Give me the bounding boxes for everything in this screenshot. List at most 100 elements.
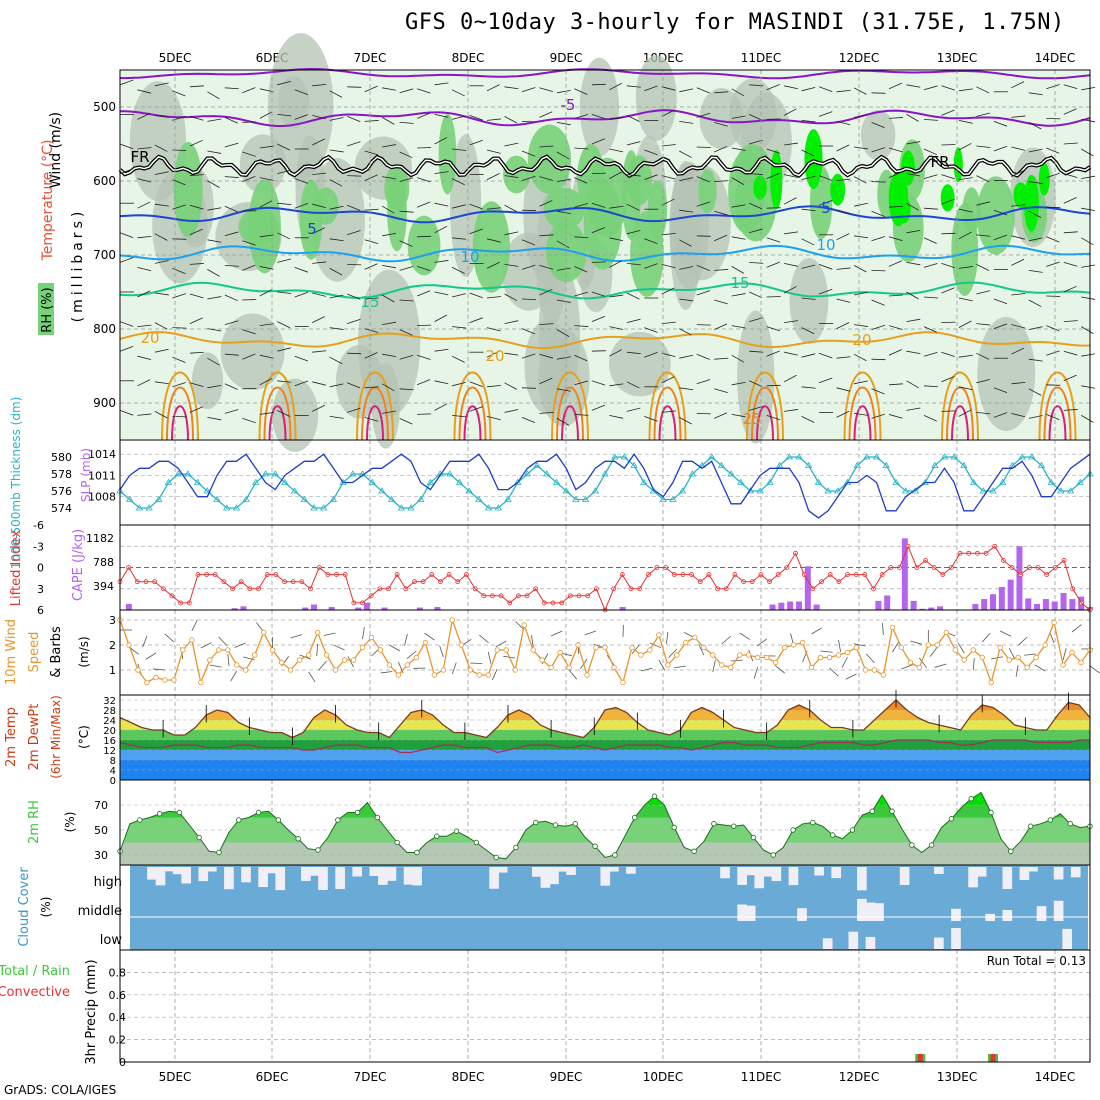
thickness-line-marker xyxy=(1066,487,1075,494)
wind10m-line-marker xyxy=(216,647,222,653)
rh2m-marker xyxy=(711,821,717,827)
thickness-line-marker xyxy=(533,461,541,468)
wind-barb xyxy=(696,353,710,360)
wind-barb xyxy=(958,409,972,417)
wind10m-line-marker xyxy=(548,664,554,671)
isotherm-loop xyxy=(356,371,394,441)
wind10m-barb xyxy=(531,635,534,648)
wind-barb xyxy=(836,410,850,418)
wind10m-line-marker xyxy=(952,647,958,653)
cloud-gap xyxy=(848,931,859,949)
wind-barb xyxy=(242,240,256,246)
wind10m-barb xyxy=(209,664,222,668)
wind-barb xyxy=(1081,296,1096,300)
wind10m-line-marker xyxy=(826,654,833,661)
thickness-line-marker xyxy=(659,495,667,502)
wind-barb xyxy=(312,115,326,120)
wind-barb xyxy=(1081,264,1096,268)
wind-barb xyxy=(137,235,152,239)
wind-barb xyxy=(609,383,624,387)
wind-barb xyxy=(119,143,134,150)
wind-barb xyxy=(818,288,833,295)
wind-barb xyxy=(119,410,134,416)
wind-barb xyxy=(329,205,344,210)
wind-barb xyxy=(382,176,397,180)
wind-barb xyxy=(958,231,972,240)
wind-barb xyxy=(469,228,483,235)
wind10m-line-marker xyxy=(305,652,312,658)
wind10m-line-marker xyxy=(970,647,976,653)
cloud-gap xyxy=(181,867,191,884)
cloud-gap xyxy=(557,867,568,872)
wind-barb xyxy=(312,172,327,175)
rh-grey-blob xyxy=(357,269,421,417)
wind10m-barb xyxy=(972,658,975,671)
wind-barb xyxy=(486,350,500,358)
wind-barb xyxy=(154,82,169,87)
wind10m-line-marker xyxy=(979,654,985,661)
wind-barb xyxy=(434,137,448,145)
wind-barb xyxy=(591,138,606,145)
isotherm-loop xyxy=(268,405,287,441)
wind-barb xyxy=(1063,374,1077,382)
wind-barb xyxy=(224,294,238,302)
wind-barb xyxy=(1063,262,1078,267)
thickness-line-marker xyxy=(940,453,949,460)
wind10m-line-marker xyxy=(701,644,707,651)
wind-barb xyxy=(574,114,588,119)
rh-grey-blob xyxy=(789,257,829,344)
wind10m-line-marker xyxy=(593,644,599,651)
wind10m-line-marker xyxy=(296,657,303,663)
cloud-gap xyxy=(822,938,833,949)
wind-barb xyxy=(207,417,222,421)
cloud-gap xyxy=(275,867,286,891)
precip-ylabel-c: 3hr Precip (mm) xyxy=(84,959,99,1064)
wind-barb xyxy=(853,114,868,118)
cape-bar xyxy=(796,601,802,610)
wind-barb xyxy=(329,416,344,419)
wind-barb xyxy=(172,268,186,275)
cloud-gap xyxy=(549,867,559,885)
wind-barb xyxy=(137,290,151,298)
wind-barb xyxy=(801,264,816,269)
wind10m-barb xyxy=(673,665,686,669)
wind-barb xyxy=(154,171,169,175)
wind-barb xyxy=(923,119,938,121)
wind10m-line-marker xyxy=(1069,649,1075,656)
thickness-line-marker xyxy=(310,504,318,511)
wind-barb xyxy=(888,349,902,356)
wind-barb xyxy=(207,207,222,211)
wind10m-barb xyxy=(739,632,751,640)
cape-bar xyxy=(919,608,926,610)
wind-barb xyxy=(1046,350,1060,356)
temp-tick: 0 xyxy=(110,776,116,787)
wind10m-line-marker xyxy=(467,667,473,673)
precip-tick: 0.8 xyxy=(109,966,127,979)
wind-barb xyxy=(731,266,745,274)
bottom-date-label: 13DEC xyxy=(937,1070,977,1084)
rh2m-marker xyxy=(631,814,638,821)
wind-ylabel-a: 10m Wind xyxy=(4,619,19,685)
wind-barb xyxy=(626,115,640,122)
wind-barb xyxy=(1028,237,1043,242)
wind-barb xyxy=(731,88,745,97)
upper-ylabel-wind: Wind (m/s) xyxy=(48,112,64,188)
temp-band xyxy=(120,720,1090,730)
wind-barb xyxy=(941,198,955,205)
isotherm-loop xyxy=(463,405,482,441)
thickness-line-marker xyxy=(669,495,677,502)
thickness-line-marker xyxy=(863,453,871,460)
wind10m-barb xyxy=(568,669,578,680)
contour-label: 15 xyxy=(730,274,749,292)
wind-barb xyxy=(469,406,483,412)
isotherm-loop xyxy=(951,405,969,441)
wind-barb xyxy=(486,327,501,332)
isotherm-loop xyxy=(361,386,389,441)
wind-barb xyxy=(399,240,413,247)
wind-barb xyxy=(486,416,501,421)
wind-barb xyxy=(766,350,780,357)
wind-barb xyxy=(609,117,624,120)
wind-barb xyxy=(993,121,1008,127)
